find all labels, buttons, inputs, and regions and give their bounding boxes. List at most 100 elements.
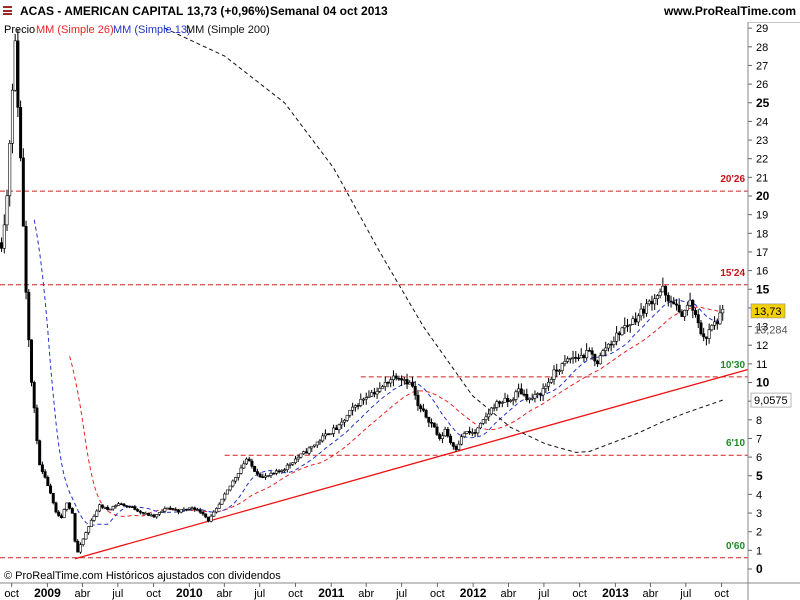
candle-body: [250, 460, 254, 467]
price-candle: [416, 389, 420, 411]
price-candle: [547, 377, 551, 391]
candle-body: [628, 324, 632, 326]
price-candle: [130, 505, 134, 509]
price-candle: [498, 400, 502, 408]
candle-body: [715, 321, 719, 325]
price-candle: [313, 444, 317, 448]
candle-body: [283, 469, 287, 472]
price-candle: [424, 408, 428, 419]
price-candle: [174, 507, 178, 511]
price-candle: [206, 516, 210, 523]
candle-body: [220, 498, 224, 505]
price-candle: [353, 404, 357, 412]
price-candle: [46, 475, 50, 487]
y-tick-label: 15: [756, 282, 770, 296]
price-candle: [568, 357, 572, 364]
candle-body: [277, 470, 281, 473]
candle-body: [185, 508, 189, 511]
price-candle: [329, 433, 333, 436]
candle-body: [370, 392, 374, 397]
candle-body: [274, 470, 278, 474]
price-candle: [661, 277, 665, 293]
price-candle: [157, 512, 161, 517]
site-label: www.ProRealTime.com: [664, 4, 797, 18]
candle-body: [8, 143, 12, 197]
x-tick-label: oct: [146, 588, 161, 600]
candle-body: [174, 509, 178, 511]
candle-body: [473, 432, 477, 434]
candle-body: [680, 311, 684, 317]
price-candle: [446, 426, 450, 438]
candle-body: [108, 508, 112, 511]
candle-body: [187, 507, 191, 510]
candle-body: [182, 508, 186, 511]
candle-body: [236, 473, 240, 478]
candle-body: [492, 407, 496, 409]
candle-body: [351, 406, 355, 411]
price-candle: [672, 297, 676, 305]
candle-body: [228, 485, 232, 491]
candle-body: [269, 472, 273, 476]
price-candle: [487, 409, 491, 422]
price-candle: [702, 327, 706, 342]
candle-body: [601, 350, 605, 356]
candle-body: [547, 381, 551, 387]
candle-body: [106, 506, 110, 510]
candle-body: [171, 508, 175, 510]
price-candle: [609, 340, 613, 352]
x-tick-label: abr: [74, 588, 90, 600]
candle-body: [563, 361, 567, 364]
candle-body: [329, 433, 333, 435]
price-candle: [92, 514, 96, 522]
candle-body: [574, 357, 578, 359]
candle-body: [481, 419, 485, 424]
candle-body: [457, 443, 461, 450]
candle-body: [65, 502, 69, 510]
candle-body: [683, 309, 687, 317]
candle-body: [528, 397, 532, 401]
x-tick-label: oct: [4, 588, 19, 600]
candle-body: [606, 343, 610, 349]
y-tick-label: 13: [756, 322, 768, 334]
price-candle: [2, 214, 6, 254]
y-tick-label: 21: [756, 172, 768, 184]
menu-icon[interactable]: [3, 6, 12, 15]
candle-body: [704, 336, 708, 339]
price-candle: [76, 539, 80, 553]
ma200-line: [164, 27, 723, 453]
candle-body: [111, 506, 115, 510]
candle-body: [579, 355, 583, 359]
price-candle: [625, 318, 629, 332]
price-candle: [171, 508, 175, 511]
y-tick-label: 27: [756, 60, 768, 72]
price-candle: [631, 315, 635, 326]
candle-body: [46, 476, 50, 487]
price-candle: [59, 513, 63, 519]
candle-body: [590, 350, 594, 355]
candle-body: [155, 514, 159, 518]
price-candle: [653, 294, 657, 311]
candle-body: [32, 382, 36, 409]
price-candle: [231, 479, 235, 488]
price-candle: [394, 373, 398, 381]
price-candle: [533, 390, 537, 403]
level-label: 6'10: [726, 438, 746, 449]
price-candle: [152, 513, 156, 518]
price-candle: [149, 513, 153, 517]
candle-body: [51, 492, 55, 504]
candle-body: [206, 516, 210, 522]
candle-body: [266, 475, 270, 477]
candle-body: [296, 456, 300, 460]
price-candle: [636, 313, 640, 327]
price-candle: [304, 448, 308, 454]
price-candle: [704, 336, 708, 346]
candle-body: [247, 458, 251, 462]
price-candle: [479, 422, 483, 430]
price-candle: [536, 392, 540, 399]
y-tick-label: 18: [756, 228, 768, 240]
price-candle: [430, 418, 434, 428]
price-candle: [612, 336, 616, 348]
candle-body: [362, 398, 366, 401]
y-tick-label: 25: [756, 96, 770, 110]
price-candle: [386, 381, 390, 388]
